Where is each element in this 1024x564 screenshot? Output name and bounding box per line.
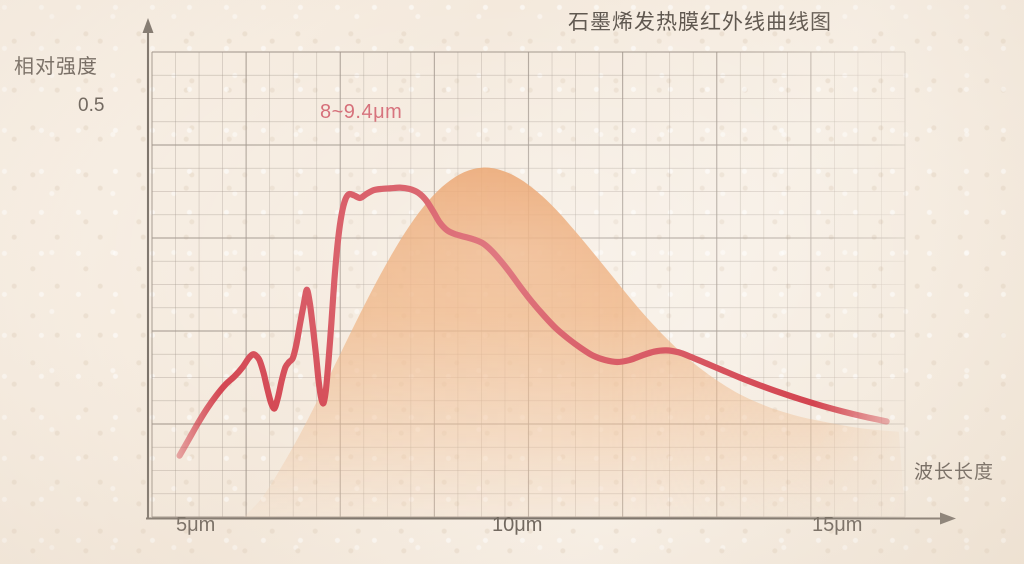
y-axis-arrow — [142, 18, 154, 33]
infrared-radiation-curve — [176, 184, 890, 459]
x-axis-tick-10um: 10μm — [492, 514, 543, 536]
y-axis-tick-0.5: 0.5 — [78, 95, 105, 116]
chart-axes — [142, 18, 956, 525]
x-axis-arrow — [940, 512, 956, 525]
peak-range-annotation: 8~9.4μm — [320, 101, 403, 123]
chart-title: 石墨烯发热膜红外线曲线图 — [568, 11, 832, 34]
x-axis-tick-5um: 5μm — [176, 514, 216, 536]
x-axis-title: 波长长度 — [914, 462, 995, 483]
x-axis-tick-15um: 15μm — [812, 514, 863, 536]
y-axis-title: 相对强度 — [14, 56, 98, 78]
